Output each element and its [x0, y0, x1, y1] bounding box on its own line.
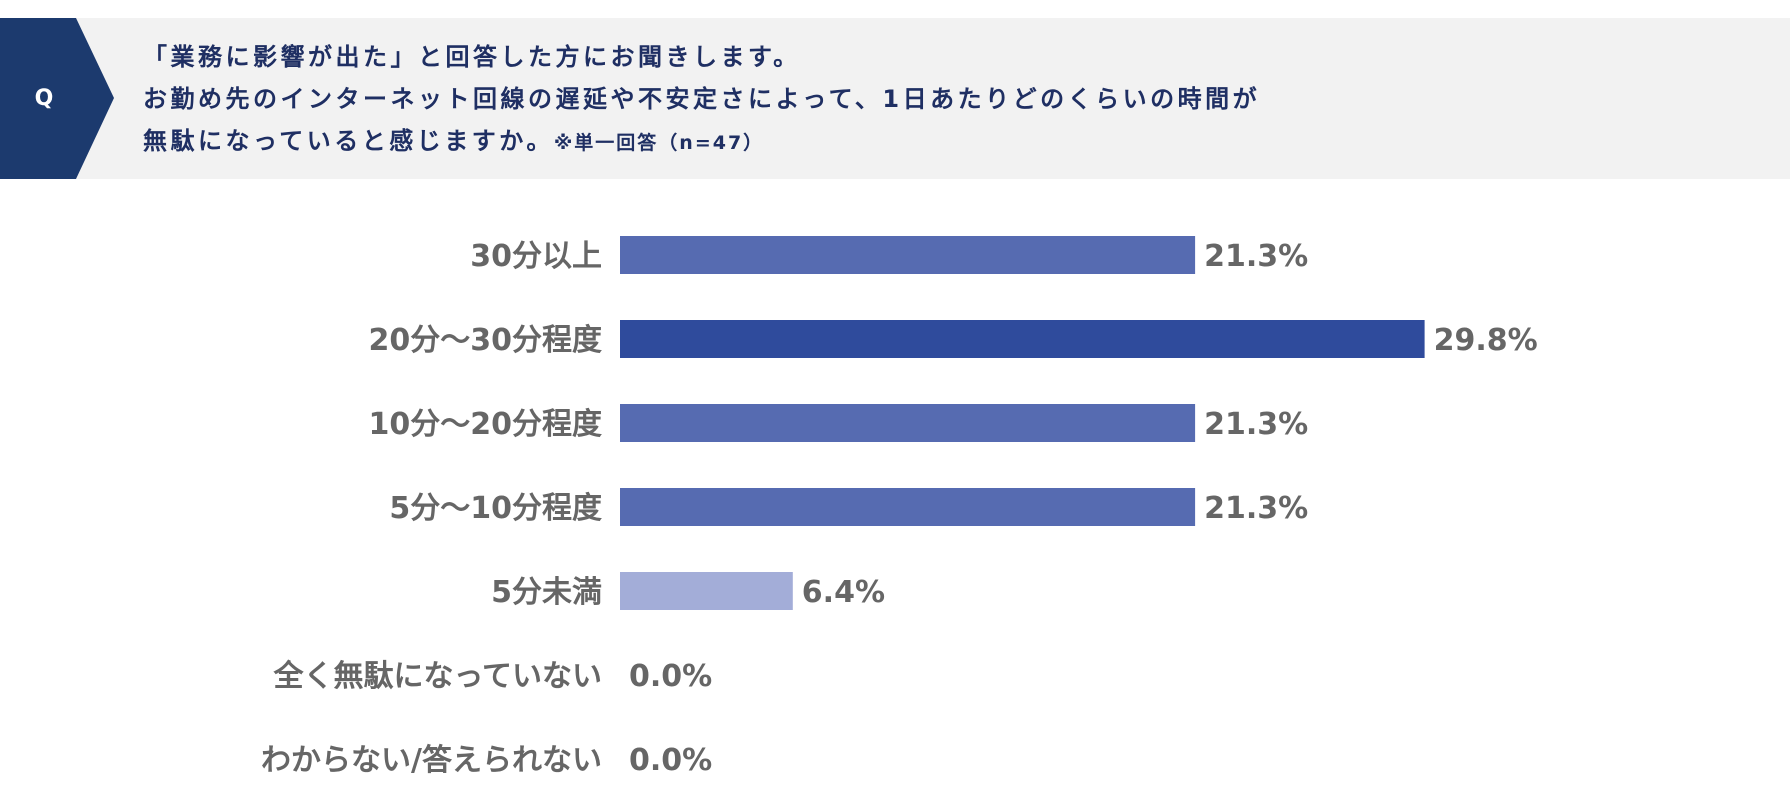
value-label: 0.0%: [629, 743, 712, 778]
question-line-2: お勤め先のインターネット回線の遅延や不安定さによって、1日あたりどのくらいの時間…: [143, 85, 1261, 113]
category-label: わからない/答えられない: [261, 743, 602, 778]
value-label: 0.0%: [629, 659, 712, 694]
question-line-1: 「業務に影響が出た」と回答した方にお聞きします。: [143, 43, 801, 71]
bar: [620, 572, 793, 610]
response-note: ※単一回答（n=47）: [553, 132, 765, 154]
category-label: 5分未満: [491, 575, 602, 610]
bar: [620, 320, 1425, 358]
badge-shape: [0, 18, 114, 179]
value-label: 21.3%: [1204, 407, 1308, 442]
value-label: 6.4%: [802, 575, 885, 610]
value-label: 21.3%: [1204, 491, 1308, 526]
category-label: 30分以上: [470, 239, 602, 274]
bar: [620, 488, 1196, 526]
question-line-3: 無駄になっていると感じますか。※単一回答（n=47）: [143, 120, 1703, 162]
bar-chart: 30分以上 21.3% 20分〜30分程度 29.8% 10分〜20分程度 21.3% 5分…: [261, 236, 1538, 778]
value-label: 21.3%: [1204, 239, 1308, 274]
bar: [620, 404, 1196, 442]
category-label: 10分〜20分程度: [369, 407, 603, 442]
category-label: 20分〜30分程度: [369, 323, 603, 358]
question-badge: Q: [0, 18, 114, 179]
question-line-3-text: 無駄になっていると感じますか。: [143, 127, 554, 155]
category-label: 5分〜10分程度: [389, 491, 602, 526]
category-label: 全く無駄になっていない: [273, 659, 603, 694]
question-header: Q 「業務に影響が出た」と回答した方にお聞きします。 お勤め先のインターネット回…: [0, 18, 1790, 179]
question-letter: Q: [34, 86, 54, 111]
value-label: 29.8%: [1434, 323, 1538, 358]
question-text: 「業務に影響が出た」と回答した方にお聞きします。 お勤め先のインターネット回線の…: [143, 36, 1703, 162]
badge-arrow-shape: [0, 18, 114, 179]
bar: [620, 236, 1196, 274]
